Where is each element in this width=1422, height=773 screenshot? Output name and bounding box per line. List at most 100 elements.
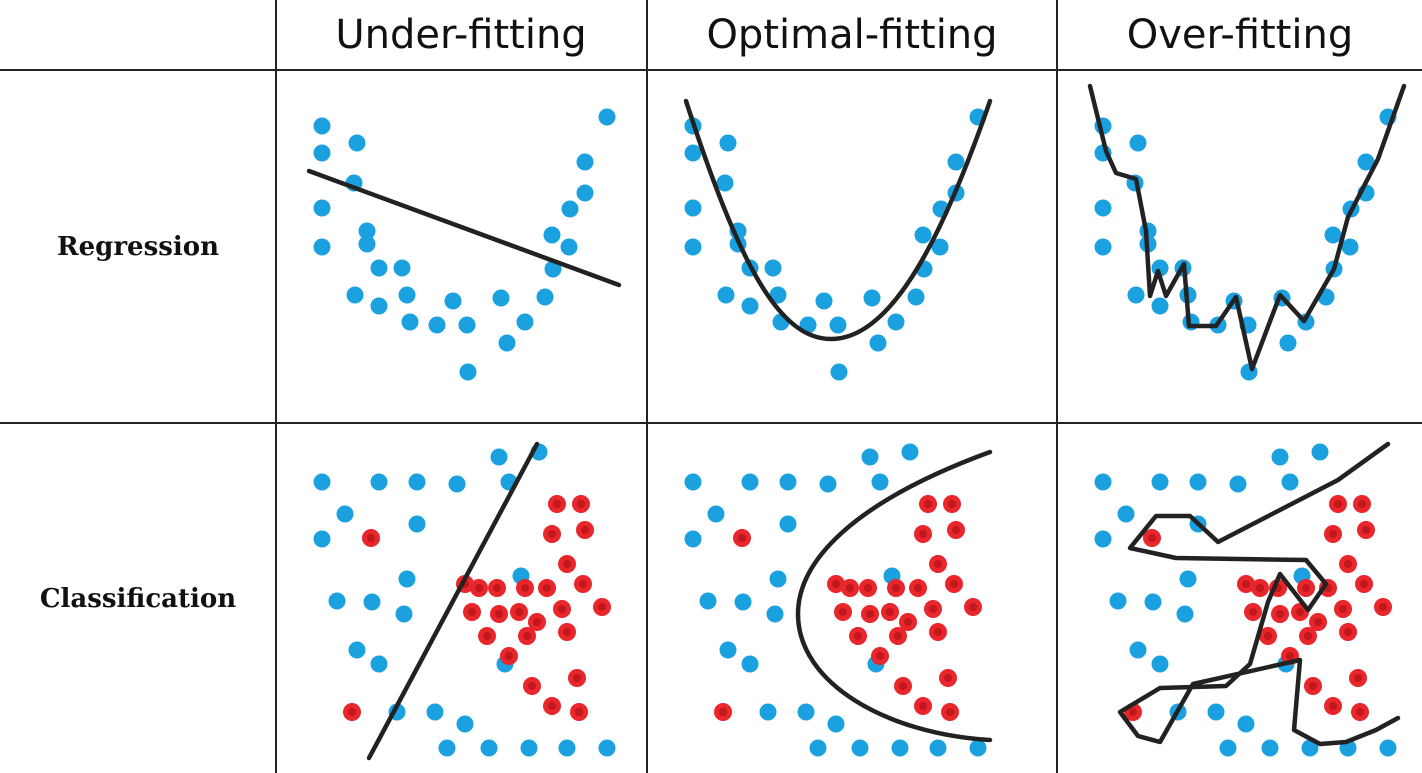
red-point-center: [944, 674, 952, 682]
red-point-center: [839, 608, 847, 616]
blue-point: [370, 655, 388, 673]
red-point-center: [924, 500, 932, 508]
red-point-center: [948, 500, 956, 508]
blue-point: [684, 199, 702, 217]
blue-point: [769, 570, 787, 588]
blue-point: [914, 226, 932, 244]
red-point-center: [1339, 605, 1347, 613]
blue-point: [851, 739, 869, 757]
row-label-regression: Regression: [57, 231, 219, 262]
red-point-center: [1344, 628, 1352, 636]
blue-point: [370, 473, 388, 491]
red-point-center: [1304, 632, 1312, 640]
blue-point: [1357, 153, 1375, 171]
blue-point: [313, 238, 331, 256]
red-point-center: [1379, 603, 1387, 611]
red-point-center: [950, 580, 958, 588]
blue-point: [393, 259, 411, 277]
red-point-center: [1360, 580, 1368, 588]
blue-point: [684, 238, 702, 256]
blue-point: [764, 259, 782, 277]
blue-point: [741, 297, 759, 315]
blue-point: [426, 703, 444, 721]
blue-point: [370, 259, 388, 277]
red-point-center: [846, 584, 854, 592]
column-divider: [646, 0, 648, 773]
blue-point: [1129, 134, 1147, 152]
blue-point: [576, 184, 594, 202]
red-point-center: [864, 584, 872, 592]
red-point-center: [483, 632, 491, 640]
blue-point: [444, 292, 462, 310]
red-point-center: [1329, 530, 1337, 538]
blue-point: [313, 530, 331, 548]
blue-point: [830, 363, 848, 381]
red-point-center: [553, 500, 561, 508]
regression-over-fitting-plot: [1087, 83, 1407, 381]
red-point-center: [563, 628, 571, 636]
red-point-center: [1358, 500, 1366, 508]
blue-point: [346, 286, 364, 304]
red-point-center: [904, 618, 912, 626]
red-point-center: [1354, 674, 1362, 682]
blue-point: [398, 570, 416, 588]
blue-point: [766, 605, 784, 623]
blue-point: [498, 334, 516, 352]
blue-point: [1179, 570, 1197, 588]
blue-point: [560, 238, 578, 256]
blue-point: [891, 739, 909, 757]
red-point-center: [575, 708, 583, 716]
blue-point: [458, 316, 476, 334]
blue-point: [759, 703, 777, 721]
blue-point: [459, 363, 477, 381]
blue-point: [901, 443, 919, 461]
blue-point: [1237, 715, 1255, 733]
red-point-center: [1296, 608, 1304, 616]
red-point-center: [515, 608, 523, 616]
blue-point: [969, 739, 987, 757]
row-label-classification: Classification: [39, 583, 237, 614]
blue-point: [401, 313, 419, 331]
red-point-center: [832, 580, 840, 588]
blue-point: [1279, 334, 1297, 352]
red-point-center: [919, 530, 927, 538]
blue-point: [1109, 592, 1127, 610]
curved-decision-boundary: [795, 449, 993, 743]
red-point-center: [899, 682, 907, 690]
red-point-center: [493, 584, 501, 592]
blue-point: [1151, 473, 1169, 491]
red-point-center: [892, 584, 900, 592]
red-point-center: [952, 526, 960, 534]
blue-point: [1219, 739, 1237, 757]
red-point-center: [1129, 708, 1137, 716]
column-divider: [1056, 0, 1058, 773]
blue-point: [707, 505, 725, 523]
column-divider: [275, 0, 277, 773]
blue-point: [558, 739, 576, 757]
quadratic-fit-curve: [683, 98, 993, 342]
red-point-center: [1362, 526, 1370, 534]
blue-point: [358, 222, 376, 240]
blue-point: [815, 292, 833, 310]
red-point-center: [946, 708, 954, 716]
blue-point: [1189, 473, 1207, 491]
red-point-center: [738, 534, 746, 542]
complex-decision-boundary: [1117, 441, 1401, 747]
blue-point: [370, 297, 388, 315]
blue-point: [395, 605, 413, 623]
red-point-center: [1276, 610, 1284, 618]
red-point-center: [533, 618, 541, 626]
blue-point: [544, 260, 562, 278]
linear-decision-boundary: [366, 441, 540, 761]
blue-point: [520, 739, 538, 757]
red-point-center: [548, 530, 556, 538]
red-point-center: [1249, 608, 1257, 616]
blue-point: [684, 530, 702, 548]
blue-point: [1117, 505, 1135, 523]
blue-point: [598, 108, 616, 126]
red-point-center: [876, 652, 884, 660]
row-divider: [0, 69, 1422, 71]
blue-point: [313, 144, 331, 162]
blue-point: [1144, 593, 1162, 611]
blue-point: [684, 473, 702, 491]
